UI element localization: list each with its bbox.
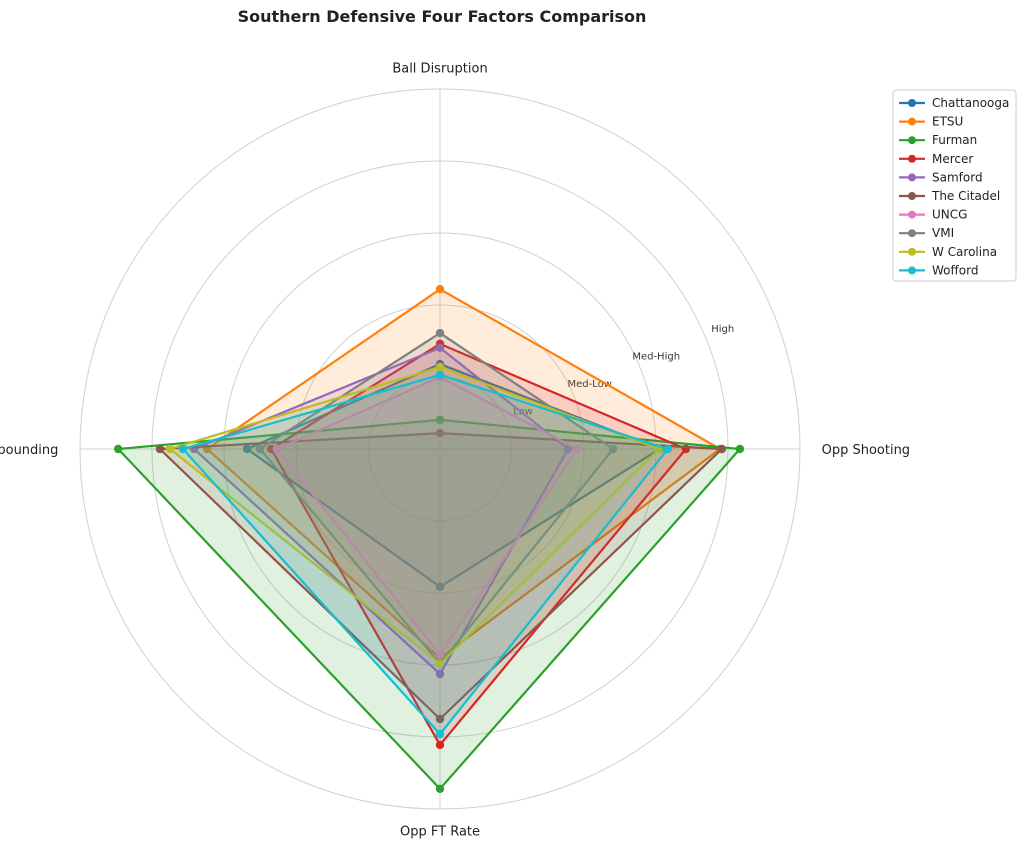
legend-marker [908, 210, 916, 219]
legend-marker [908, 99, 916, 107]
rtick-label: High [711, 324, 734, 335]
legend-marker [908, 266, 916, 275]
series-fill [170, 366, 659, 664]
axis-label: Ball Disruption [392, 61, 487, 76]
data-point [608, 444, 618, 454]
legend-marker [908, 117, 916, 126]
data-point [663, 444, 673, 454]
series-fill [260, 333, 614, 664]
chart-title: Southern Defensive Four Factors Comparis… [238, 7, 647, 26]
data-point [165, 444, 175, 454]
legend-label: UNCG [932, 208, 967, 222]
series-fill [159, 433, 722, 719]
data-point [435, 343, 445, 353]
data-point [435, 659, 445, 669]
data-point [435, 784, 445, 794]
legend-label: ETSU [932, 115, 963, 129]
legend-label: VMI [932, 226, 954, 240]
data-point [155, 444, 165, 454]
data-point [435, 284, 445, 294]
data-point [435, 582, 445, 592]
rtick-label: Low [513, 407, 533, 418]
data-point [435, 362, 445, 372]
series-fill [194, 347, 569, 674]
axis-label: Opp Shooting [822, 443, 910, 458]
legend-marker [908, 247, 916, 256]
data-point [178, 444, 188, 454]
legend-label: Samford [932, 170, 983, 184]
data-point [435, 328, 445, 338]
series-fill [276, 377, 578, 655]
series-fill [247, 364, 660, 587]
legend-marker [908, 154, 916, 163]
rtick-label: Med-High [632, 351, 680, 362]
data-point [255, 444, 265, 454]
data-point [242, 444, 252, 454]
data-point [735, 444, 745, 454]
legend-label: Wofford [932, 263, 978, 277]
legend-label: Furman [932, 133, 977, 147]
legend-label: The Citadel [931, 189, 1000, 203]
legend-label: Mercer [932, 152, 973, 166]
legend-marker [908, 192, 916, 200]
series-fill [207, 289, 721, 659]
data-point [435, 415, 445, 425]
data-point [435, 669, 445, 679]
data-point [563, 444, 573, 454]
data-point [435, 428, 445, 438]
series-fill [182, 374, 668, 735]
data-point [272, 444, 282, 454]
axis-label: Opp FT Rate [400, 825, 480, 840]
axis-label: Def Rebounding [0, 443, 58, 458]
legend-label: W Carolina [932, 245, 997, 259]
data-point [113, 444, 123, 454]
data-point [435, 650, 445, 660]
data-point [435, 370, 445, 380]
series-fill [271, 343, 686, 745]
legend-marker [908, 229, 916, 238]
legend-marker [908, 136, 916, 145]
rtick-label: Med-Low [567, 379, 611, 390]
legend-marker [908, 173, 916, 182]
data-point [572, 444, 582, 454]
series-fill [118, 419, 740, 789]
data-point [266, 444, 276, 454]
data-point [435, 729, 445, 739]
data-point [435, 714, 445, 724]
legend-label: Chattanooga [932, 96, 1009, 110]
data-point [717, 444, 727, 454]
data-point [435, 740, 445, 750]
